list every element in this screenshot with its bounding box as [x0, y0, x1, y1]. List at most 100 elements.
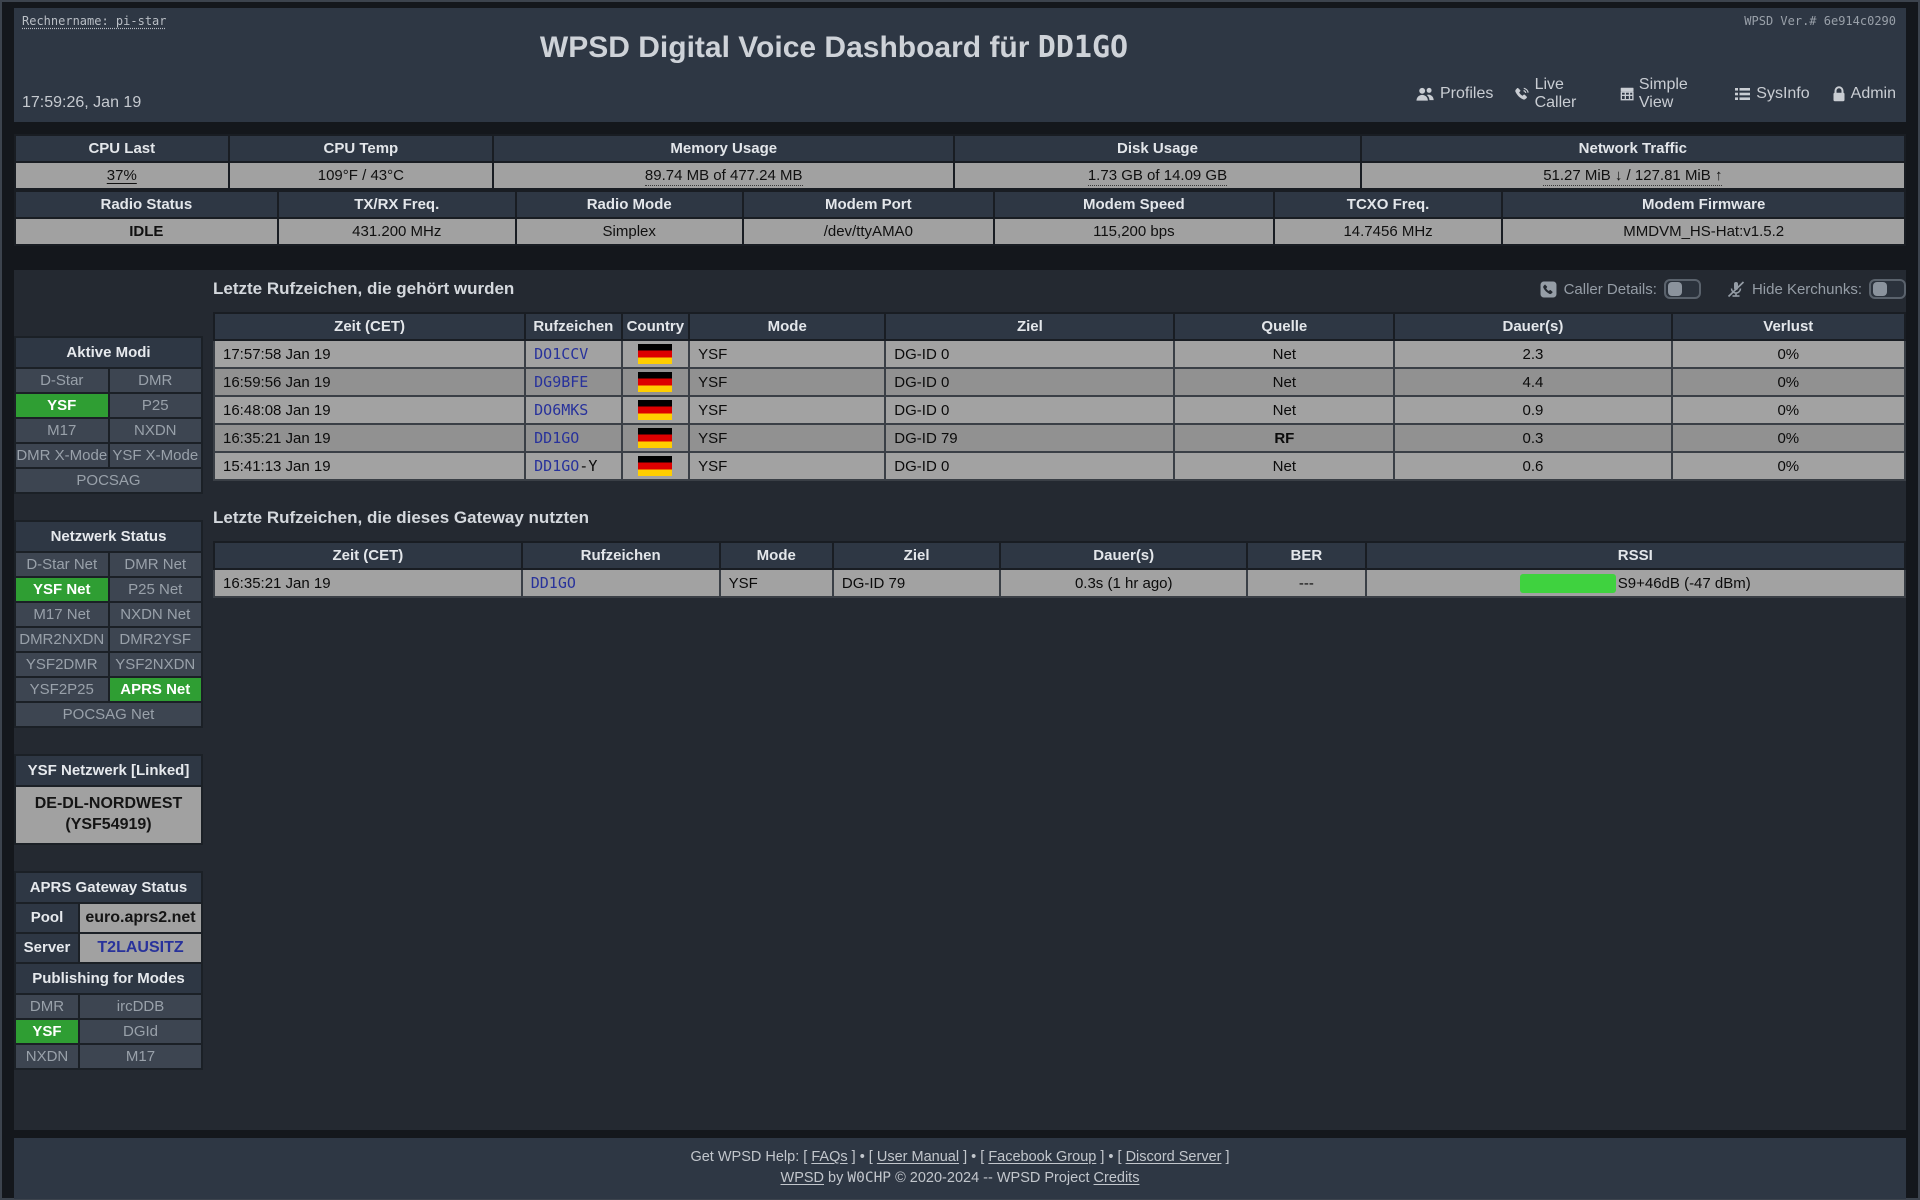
nav-simple-view[interactable]: Simple View: [1620, 76, 1713, 112]
wpsd-link[interactable]: WPSD: [780, 1170, 825, 1187]
footer-credit-line: WPSD by W0CHP © 2020-2024 -- WPSD Projec…: [14, 1168, 1906, 1189]
nav-profiles[interactable]: Profiles: [1416, 85, 1493, 103]
system-stats-header-row: CPU Last CPU Temp Memory Usage Disk Usag…: [14, 134, 1907, 163]
memory-usage-value: 89.74 MB of 477.24 MB: [492, 161, 956, 190]
cpu-load-link[interactable]: 37%: [106, 167, 137, 184]
callsign-suffix: -Y: [579, 457, 598, 475]
network-status-section: Netzwerk Status D-Star Net DMR Net YSF N…: [14, 520, 203, 728]
phone-wave-icon: [1515, 87, 1530, 100]
cell-target: DG-ID 0: [884, 395, 1176, 425]
radio-stats-table: Radio Status TX/RX Freq. Radio Mode Mode…: [14, 190, 1906, 246]
footer-copyright: © 2020-2024 -- WPSD Project: [891, 1170, 1094, 1187]
mode-dmr: DMR: [109, 369, 201, 392]
cell-target: DG-ID 0: [884, 339, 1176, 369]
network-status-title: Netzwerk Status: [16, 522, 201, 551]
nav-admin[interactable]: Admin: [1832, 85, 1896, 103]
discord-server-link[interactable]: Discord Server: [1125, 1149, 1222, 1165]
cell-duration: 0.9: [1393, 395, 1673, 425]
system-stats-value-row: 37% 109°F / 43°C 89.74 MB of 477.24 MB 1…: [14, 161, 1907, 190]
hide-kerchunks-label: Hide Kerchunks:: [1751, 280, 1862, 298]
cell-mode: YSF: [688, 367, 887, 397]
col-target: Ziel: [884, 312, 1176, 341]
lock-icon: [1833, 86, 1845, 102]
col-txrx-freq: TX/RX Freq.: [276, 190, 517, 219]
col-country: Country: [620, 312, 691, 341]
modem-speed-value: 115,200 bps: [992, 217, 1275, 246]
cell-country: [620, 367, 691, 397]
faq-link[interactable]: FAQs: [811, 1149, 848, 1165]
cell-loss: 0%: [1670, 339, 1907, 369]
footer-separator: ] • [: [1096, 1149, 1126, 1165]
pub-m17: M17: [80, 1044, 201, 1068]
radio-stats-value-row: IDLE 431.200 MHz Simplex /dev/ttyAMA0 11…: [14, 217, 1906, 246]
col-modem-speed: Modem Speed: [992, 190, 1275, 219]
callsign-link[interactable]: DD1GO: [534, 457, 580, 475]
ysf-reflector: DE-DL-NORDWEST (YSF54919): [16, 787, 201, 843]
callsign-link[interactable]: DD1GO: [530, 574, 576, 592]
cell-time: 16:59:56 Jan 19: [212, 367, 527, 397]
hide-kerchunks-toggle[interactable]: [1869, 279, 1906, 299]
col-network-traffic: Network Traffic: [1359, 134, 1907, 163]
table-row: 16:35:21 Jan 19 DD1GO YSF DG-ID 79 RF 0.…: [212, 423, 1907, 453]
net-pocsag: POCSAG Net: [16, 703, 201, 726]
table-row: 16:35:21 Jan 19 DD1GO YSF DG-ID 79 0.3s …: [213, 568, 1907, 598]
germany-flag-icon: [638, 428, 673, 448]
mode-p25: P25: [109, 394, 201, 417]
memory-usage-link[interactable]: 89.74 MB of 477.24 MB: [644, 167, 803, 186]
disk-usage-link[interactable]: 1.73 GB of 14.09 GB: [1087, 167, 1228, 186]
cell-callsign: DD1GO: [520, 568, 721, 598]
credits-link[interactable]: Credits: [1093, 1170, 1140, 1187]
nav-sysinfo[interactable]: SysInfo: [1734, 85, 1810, 103]
footer-help-prefix: Get WPSD Help: [: [690, 1149, 812, 1165]
footer-help-line: Get WPSD Help: [ FAQs ] • [ User Manual …: [14, 1147, 1906, 1168]
hostname-link[interactable]: Rechnername: pi-star: [22, 14, 167, 28]
germany-flag-icon: [638, 456, 673, 476]
callsign-link[interactable]: DO1CCV: [534, 345, 589, 363]
network-traffic-link[interactable]: 51.27 MiB ↓ / 127.81 MiB ↑: [1543, 167, 1723, 186]
aprs-pool-label: Pool: [16, 903, 78, 932]
active-modes-section: Aktive Modi D-Star DMR YSF P25 M17 NXDN …: [14, 336, 203, 494]
net-ysf: YSF Net: [16, 578, 108, 601]
list-icon: [1735, 88, 1751, 100]
cell-mode: YSF: [688, 423, 887, 453]
caller-details-toggle[interactable]: [1663, 279, 1701, 299]
modem-port-value: /dev/ttyAMA0: [741, 217, 995, 246]
callsign-link[interactable]: DD1GO: [534, 429, 580, 447]
caller-details-control: Caller Details:: [1540, 279, 1701, 299]
cell-country: [620, 339, 691, 369]
callsign-link[interactable]: DG9BFE: [534, 373, 589, 391]
system-stats-table: CPU Last CPU Temp Memory Usage Disk Usag…: [14, 134, 1907, 190]
net-dmr: DMR Net: [109, 553, 201, 576]
footer-by-text: by: [824, 1170, 848, 1187]
cell-duration: 0.6: [1393, 451, 1673, 481]
cell-callsign: DD1GO-Y: [524, 451, 623, 481]
col-time: Zeit (CET): [212, 312, 527, 341]
user-manual-link[interactable]: User Manual: [876, 1149, 960, 1165]
footer: Get WPSD Help: [ FAQs ] • [ User Manual …: [14, 1138, 1906, 1200]
cell-source: Net: [1173, 395, 1396, 425]
active-modes-title: Aktive Modi: [16, 338, 201, 367]
cpu-load-value: 37%: [14, 161, 230, 190]
mode-nxdn: NXDN: [109, 419, 201, 442]
col-radio-mode: Radio Mode: [514, 190, 744, 219]
nav-live-caller[interactable]: Live Caller: [1515, 76, 1597, 112]
aprs-server-label: Server: [16, 933, 78, 962]
net-m17: M17 Net: [16, 603, 108, 626]
cell-mode: YSF: [688, 451, 887, 481]
aprs-server-link[interactable]: T2LAUSITZ: [97, 938, 184, 956]
facebook-group-link[interactable]: Facebook Group: [988, 1149, 1097, 1165]
page-title-text: WPSD Digital Voice Dashboard für: [539, 31, 1038, 64]
top-nav: Profiles Live Caller Simple View SysInfo…: [1416, 76, 1896, 112]
radio-stats-header-row: Radio Status TX/RX Freq. Radio Mode Mode…: [14, 190, 1906, 219]
cell-country: [620, 451, 691, 481]
col-modem-port: Modem Port: [741, 190, 995, 219]
net-ysf2dmr: YSF2DMR: [16, 653, 108, 676]
toggle-knob: [1667, 282, 1682, 296]
gateway-header-row: Zeit (CET) Rufzeichen Mode Ziel Dauer(s)…: [213, 541, 1907, 570]
cell-time: 16:35:21 Jan 19: [213, 568, 523, 598]
cell-callsign: DD1GO: [524, 423, 623, 453]
main-panel: Letzte Rufzeichen, die gehört wurden Cal…: [212, 270, 1907, 1130]
callsign-link[interactable]: DO6MKS: [534, 401, 589, 419]
cell-duration: 0.3: [1393, 423, 1673, 453]
cell-duration: 2.3: [1393, 339, 1673, 369]
